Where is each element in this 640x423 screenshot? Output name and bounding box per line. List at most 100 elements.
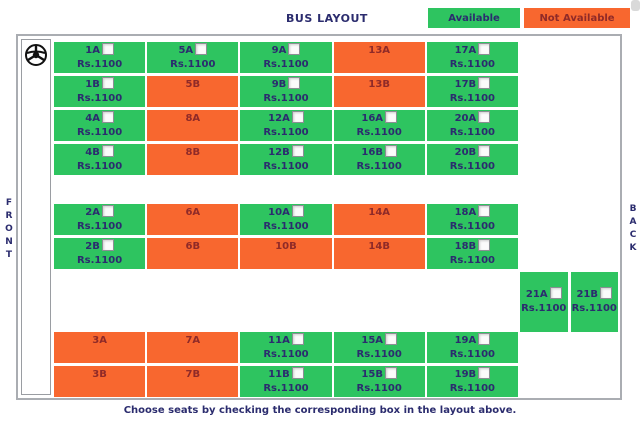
seat-9A-checkbox[interactable] [288, 43, 301, 55]
seat-label: 9A [271, 45, 287, 56]
seat-2A-checkbox[interactable] [101, 205, 114, 217]
seat-label: 10A [268, 207, 290, 218]
seat-price: Rs.1100 [449, 221, 496, 232]
seat-label: 7A [185, 335, 201, 346]
seat-1B: 1B Rs.1100 [54, 76, 146, 107]
seat-price: Rs.1100 [76, 221, 123, 232]
seat-20A-checkbox[interactable] [478, 111, 491, 123]
seat-14B: 14B [333, 238, 425, 269]
seat-9B-checkbox[interactable] [288, 77, 301, 89]
page-title: BUS LAYOUT [286, 12, 368, 25]
seat-11B: 11B Rs.1100 [240, 366, 332, 397]
seat-label: 3B [92, 369, 107, 380]
seat-price: Rs.1100 [263, 349, 309, 360]
seat-label: 11B [268, 369, 290, 380]
seat-price: Rs.1100 [449, 59, 496, 70]
seat-label: 6A [185, 207, 201, 218]
seat-label: 17B [454, 79, 477, 90]
seat-5A-checkbox[interactable] [195, 43, 208, 55]
seat-16B: 16B Rs.1100 [333, 144, 425, 175]
back-label: BACK [629, 204, 637, 253]
seat-8B: 8B [147, 144, 239, 175]
seat-18B-checkbox[interactable] [478, 239, 491, 251]
seat-3A: 3A [54, 332, 146, 363]
seat-6B: 6B [147, 238, 239, 269]
seat-9A: 9A Rs.1100 [240, 42, 332, 73]
seat-21A-checkbox[interactable] [549, 287, 562, 299]
driver-column [21, 39, 51, 395]
seat-7A: 7A [147, 332, 239, 363]
seat-label: 19B [454, 369, 477, 380]
seat-label: 1B [85, 79, 100, 90]
seat-8A: 8A [147, 110, 239, 141]
seat-label: 14A [368, 207, 391, 218]
seat-block-front: 1A Rs.1100 5A Rs.1100 9A Rs.1100 13A 17A Rs.1100… [54, 42, 518, 175]
seat-19B-checkbox[interactable] [478, 367, 491, 379]
seat-18A: 18A Rs.1100 [426, 204, 518, 235]
seat-label: 1A [85, 45, 100, 56]
seat-4B-checkbox[interactable] [101, 145, 114, 157]
seat-10A-checkbox[interactable] [291, 205, 304, 217]
seat-4A-checkbox[interactable] [101, 111, 114, 123]
seat-16B-checkbox[interactable] [384, 145, 397, 157]
seat-20B: 20B Rs.1100 [426, 144, 518, 175]
seat-label: 5A [178, 45, 194, 56]
seat-label: 4A [85, 113, 100, 124]
seat-label: 17A [454, 45, 477, 56]
seat-14A: 14A [333, 204, 425, 235]
seat-label: 20B [454, 147, 477, 158]
seat-16A-checkbox[interactable] [385, 111, 398, 123]
seat-6A: 6A [147, 204, 239, 235]
seat-18A-checkbox[interactable] [478, 205, 491, 217]
seat-price: Rs.1100 [76, 161, 123, 172]
legend-available: Available [428, 8, 520, 28]
seat-15B-checkbox[interactable] [384, 367, 397, 379]
seat-2B-checkbox[interactable] [101, 239, 114, 251]
seat-21B-checkbox[interactable] [600, 287, 613, 299]
seat-17B-checkbox[interactable] [478, 77, 491, 89]
seat-price: Rs.1100 [356, 161, 402, 172]
seat-4B: 4B Rs.1100 [54, 144, 146, 175]
seat-price: Rs.1100 [263, 93, 309, 104]
seat-15B: 15B Rs.1100 [333, 366, 425, 397]
seat-17A-checkbox[interactable] [478, 43, 491, 55]
seat-price: Rs.1100 [449, 127, 496, 138]
seat-12A-checkbox[interactable] [291, 111, 304, 123]
seat-label: 3A [92, 335, 107, 346]
seat-price: Rs.1100 [571, 303, 617, 314]
seat-label: 13B [368, 79, 390, 90]
seat-11A: 11A Rs.1100 [240, 332, 332, 363]
seat-price: Rs.1100 [263, 383, 309, 394]
seat-price: Rs.1100 [170, 59, 216, 70]
legend-not-available: Not Available [524, 8, 630, 28]
seat-label: 2A [85, 207, 100, 218]
seat-1B-checkbox[interactable] [101, 77, 114, 89]
seat-block-back-corner: 21A Rs.1100 21B Rs.1100 [520, 272, 618, 332]
seat-block-rear: 3A 7A 11A Rs.1100 15A Rs.1100 19A Rs.1100 3B 7B 11… [54, 332, 518, 397]
seat-label: 9B [271, 79, 287, 90]
seat-11B-checkbox[interactable] [291, 367, 304, 379]
seat-price: Rs.1100 [356, 383, 402, 394]
seat-19A-checkbox[interactable] [478, 333, 491, 345]
seat-4A: 4A Rs.1100 [54, 110, 146, 141]
seat-price: Rs.1100 [76, 93, 123, 104]
seat-15A: 15A Rs.1100 [333, 332, 425, 363]
instruction-note: Choose seats by checking the correspondi… [123, 405, 517, 416]
seat-label: 4B [85, 147, 100, 158]
seat-label: 21A [525, 289, 548, 300]
seat-20B-checkbox[interactable] [478, 145, 491, 157]
seat-1A-checkbox[interactable] [101, 43, 114, 55]
seat-label: 12B [268, 147, 290, 158]
seat-price: Rs.1100 [263, 59, 309, 70]
seat-label: 11A [268, 335, 290, 346]
seat-15A-checkbox[interactable] [385, 333, 398, 345]
seat-18B: 18B Rs.1100 [426, 238, 518, 269]
seat-2B: 2B Rs.1100 [54, 238, 146, 269]
seat-label: 16B [361, 147, 383, 158]
seat-label: 7B [185, 369, 201, 380]
seat-20A: 20A Rs.1100 [426, 110, 518, 141]
seat-11A-checkbox[interactable] [291, 333, 304, 345]
seat-12B-checkbox[interactable] [291, 145, 304, 157]
seat-label: 15B [361, 369, 383, 380]
seat-7B: 7B [147, 366, 239, 397]
